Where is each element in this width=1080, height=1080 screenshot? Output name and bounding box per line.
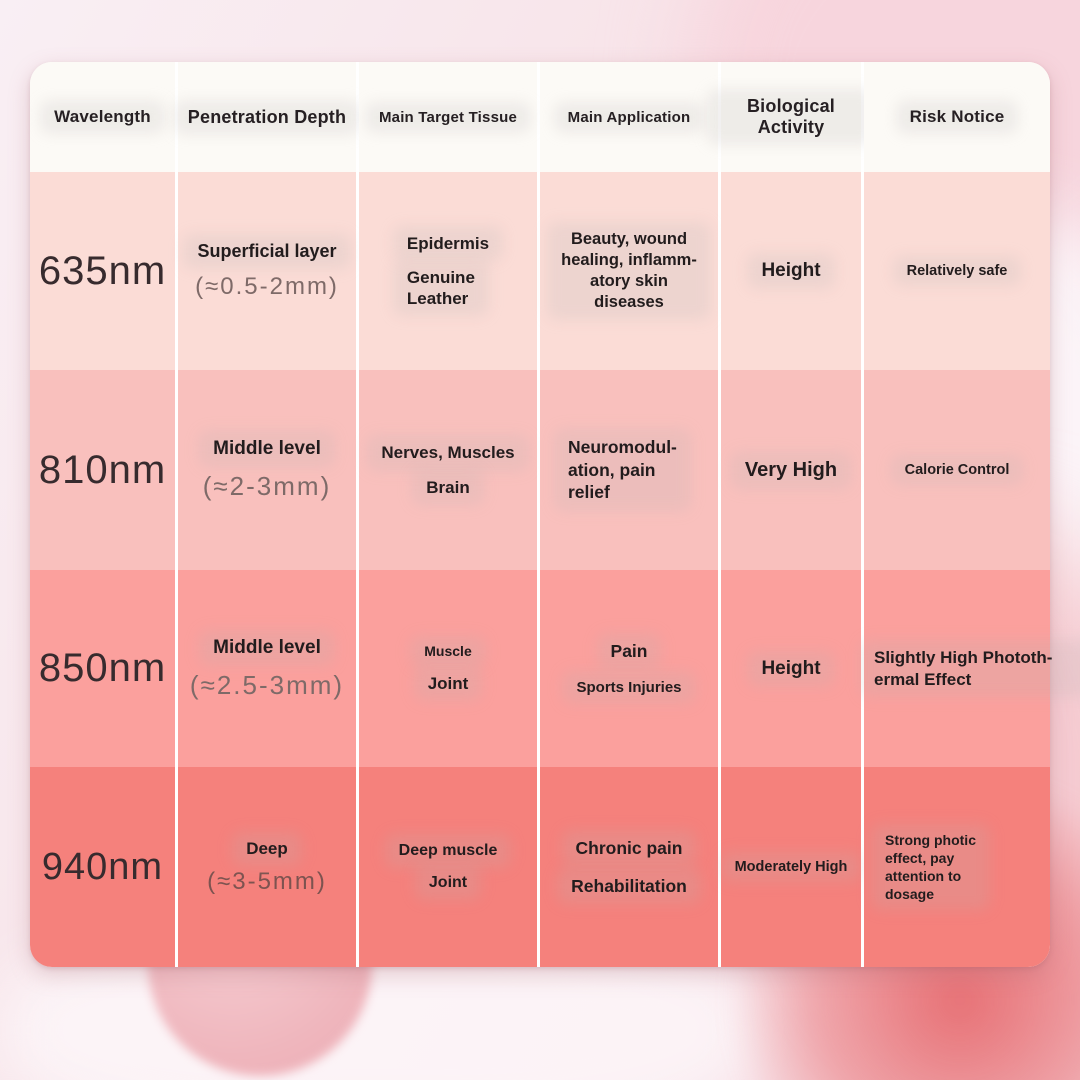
wavelength-value: 940nm [41,845,164,888]
cell-810nm-wavelength: 810nm [30,370,175,570]
header-label: Risk Notice [909,107,1005,126]
header-main-target-tissue: Main Target Tissue [359,62,537,172]
cell-940nm-target-tissue: Deep muscle Joint [359,767,537,967]
cell-635nm-wavelength: 635nm [30,172,175,370]
wavelength-comparison-table: Wavelength Penetration Depth Main Target… [30,62,1052,967]
header-main-application: Main Application [540,62,718,172]
cell-940nm-biological-activity: Moderately High [721,767,861,967]
cell-940nm-application: Chronic pain Rehabilitation [540,767,718,967]
application-text: Beauty, wound healing, inflamm- atory sk… [561,229,697,313]
cell-850nm-biological-activity: Height [721,570,861,767]
depth-label: Middle level [213,636,321,658]
header-biological-activity: Biological Activity [721,62,861,172]
cell-810nm-target-tissue: Nerves, Muscles Brain [359,370,537,570]
application-text-2: Rehabilitation [571,876,687,896]
risk-text: Slightly High Phototh- ermal Effect [874,647,1079,690]
tissue-primary: Nerves, Muscles [381,443,515,463]
tissue-secondary: Brain [426,477,470,497]
header-label: Penetration Depth [187,106,347,127]
cell-810nm-application: Neuromodul- ation, pain relief [540,370,718,570]
activity-value: Moderately High [734,859,848,875]
tissue-primary: Muscle [424,642,472,659]
application-text: Neuromodul- ation, pain relief [568,436,677,503]
tissue-text-block: Deep muscle Joint [399,841,498,893]
depth-range: (≈2-3mm) [202,471,332,501]
cell-850nm-penetration-depth: Middle level (≈2.5-3mm) [178,570,356,767]
cell-850nm-application: Pain Sports Injuries [540,570,718,767]
activity-value: Height [761,657,821,679]
depth-range: (≈0.5-2mm) [195,273,339,300]
cell-635nm-application: Beauty, wound healing, inflamm- atory sk… [540,172,718,370]
header-label: Biological Activity [721,96,861,138]
tissue-text-block: Nerves, Muscles Brain [381,442,514,498]
application-text: Pain [610,640,648,661]
wavelength-value: 850nm [38,646,167,690]
tissue-secondary: Joint [428,874,468,891]
tissue-text-block: Epidermis Genuine Leather [407,233,489,310]
header-wavelength: Wavelength [30,62,175,172]
activity-value: Height [761,260,821,281]
header-label: Wavelength [54,107,151,126]
cell-940nm-wavelength: 940nm [30,767,175,967]
application-text: Chronic pain [575,837,683,858]
cell-635nm-biological-activity: Height [721,172,861,370]
cell-850nm-wavelength: 850nm [30,570,175,767]
depth-range: (≈3-5mm) [207,867,327,895]
activity-value: Very High [744,458,838,481]
depth-label: Middle level [213,438,321,459]
risk-text: Calorie Control [904,462,1010,478]
header-label: Main Application [567,108,691,126]
tissue-text-block: Muscle Joint [424,643,471,695]
depth-label: Deep [246,838,288,858]
application-text-2: Sports Injuries [576,679,682,697]
risk-text: Relatively safe [906,263,1008,279]
tissue-secondary: Genuine Leather [406,267,475,309]
cell-635nm-target-tissue: Epidermis Genuine Leather [359,172,537,370]
depth-label: Superficial layer [197,241,337,261]
wavelength-value: 810nm [38,447,167,492]
tissue-secondary: Joint [427,674,469,694]
cell-635nm-risk-notice: Relatively safe [864,172,1050,370]
cell-940nm-risk-notice: Strong photic effect, pay attention to d… [864,767,1050,967]
cell-810nm-biological-activity: Very High [721,370,861,570]
wavelength-value: 635nm [38,248,167,293]
depth-range: (≈2.5-3mm) [189,669,345,700]
header-penetration-depth: Penetration Depth [178,62,356,172]
tissue-primary: Deep muscle [398,842,498,859]
cell-810nm-penetration-depth: Middle level (≈2-3mm) [178,370,356,570]
tissue-primary: Epidermis [406,233,490,253]
cell-635nm-penetration-depth: Superficial layer (≈0.5-2mm) [178,172,356,370]
header-label: Main Target Tissue [378,108,518,126]
header-risk-notice: Risk Notice [864,62,1050,172]
risk-text: Strong photic effect, pay attention to d… [885,831,976,903]
cell-850nm-risk-notice: Slightly High Phototh- ermal Effect [864,570,1052,767]
cell-940nm-penetration-depth: Deep (≈3-5mm) [178,767,356,967]
cell-810nm-risk-notice: Calorie Control [864,370,1050,570]
cell-850nm-target-tissue: Muscle Joint [359,570,537,767]
